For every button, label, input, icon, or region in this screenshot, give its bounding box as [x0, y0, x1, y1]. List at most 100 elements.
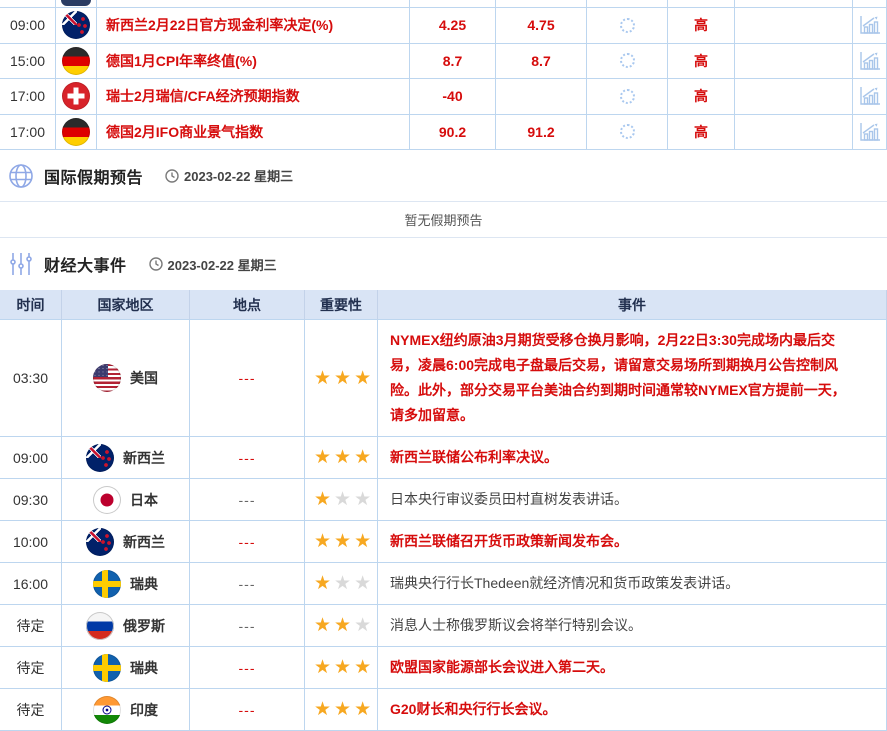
- events-table-header: 时间 国家地区 地点 重要性 事件: [0, 290, 887, 320]
- star-icon: ★: [314, 447, 332, 468]
- event-time: 09:30: [0, 479, 62, 521]
- star-icon: ★: [314, 699, 332, 720]
- events-table: 时间 国家地区 地点 重要性 事件 03:30 美国 --- ★ ★ ★ NYMEX…: [0, 290, 887, 731]
- globe-icon: [8, 163, 34, 189]
- bar-chart-icon: [859, 51, 880, 70]
- event-row: 待定 瑞典 --- ★ ★ ★ 欧盟国家能源部长会议进入第二天。: [0, 647, 887, 689]
- star-icon: ★: [314, 615, 332, 636]
- column-header-location: 地点: [190, 290, 305, 320]
- event-time: 15:00: [0, 43, 56, 79]
- event-time: 17:00: [0, 114, 56, 150]
- country-name: 美国: [130, 370, 158, 386]
- event-description: G20财长和央行行长会议。: [378, 689, 887, 731]
- previous-value: 90.2: [410, 114, 496, 150]
- star-icon: ★: [334, 367, 352, 389]
- event-location: ---: [190, 479, 305, 521]
- previous-value: 4.25: [410, 8, 496, 44]
- star-icon: ★: [334, 447, 352, 468]
- importance-stars: ★ ★ ★: [305, 647, 378, 689]
- country-name: 新西兰: [123, 533, 165, 550]
- clock-icon: [148, 257, 163, 271]
- flag-new-zealand-icon: [86, 443, 114, 472]
- event-description: 新西兰联储召开货币政策新闻发布会。: [378, 521, 887, 563]
- country-name: 瑞典: [130, 575, 158, 592]
- flag-sweden-icon: [93, 653, 121, 682]
- star-icon: ★: [354, 489, 372, 510]
- loading-spinner-icon: [619, 17, 635, 33]
- forecast-value: [496, 79, 587, 115]
- forecast-value: 4.75: [496, 8, 587, 44]
- event-location: ---: [190, 689, 305, 731]
- flag-new-zealand-icon: [86, 527, 114, 556]
- star-icon: ★: [334, 615, 352, 636]
- column-header-event: 事件: [378, 290, 887, 320]
- importance-stars: ★ ★ ★: [305, 521, 378, 563]
- event-description: 欧盟国家能源部长会议进入第二天。: [378, 647, 887, 689]
- star-icon: ★: [354, 367, 372, 389]
- date-chip: 2023-02-22 星期三: [165, 166, 293, 185]
- sliders-icon: [8, 251, 34, 277]
- event-location: ---: [190, 563, 305, 605]
- event-time: 03:30: [0, 320, 62, 437]
- flag-sweden-icon: [93, 569, 121, 598]
- table-row: 09:00 新西兰2月22日官方现金利率决定(%) 4.25 4.75 高: [0, 8, 887, 44]
- event-name-link[interactable]: 德国2月IFO商业景气指数: [106, 123, 264, 140]
- event-description: 消息人士称俄罗斯议会将举行特别会议。: [378, 605, 887, 647]
- importance-stars: ★ ★ ★: [305, 437, 378, 479]
- table-row: 17:00 瑞士2月瑞信/CFA经济预期指数 -40 高: [0, 79, 887, 115]
- table-row: 17:00 德国2月IFO商业景气指数 90.2 91.2 高: [0, 114, 887, 150]
- star-icon: ★: [354, 531, 372, 552]
- event-row: 16:00 瑞典 --- ★ ★ ★ 瑞典央行行长Thedeen就经济情况和货币政策…: [0, 563, 887, 605]
- chart-button[interactable]: [859, 15, 881, 35]
- partial-flag-icon: [61, 0, 91, 6]
- event-name-link[interactable]: 新西兰2月22日官方现金利率决定(%): [106, 17, 334, 34]
- country-name: 印度: [130, 701, 158, 718]
- importance-label: 高: [668, 43, 735, 79]
- event-name-link[interactable]: 瑞士2月瑞信/CFA经济预期指数: [106, 88, 300, 105]
- event-location: ---: [190, 647, 305, 689]
- importance-stars: ★ ★ ★: [305, 320, 378, 437]
- bar-chart-icon: [859, 87, 880, 105]
- table-row-partial: [0, 0, 887, 8]
- country-name: 新西兰: [123, 449, 165, 466]
- star-icon: ★: [334, 699, 352, 720]
- event-time: 17:00: [0, 79, 56, 115]
- star-icon: ★: [314, 657, 332, 678]
- column-header-country: 国家地区: [62, 290, 190, 320]
- event-name-link[interactable]: 德国1月CPI年率终值(%): [106, 52, 257, 69]
- flag-india-icon: [93, 695, 121, 724]
- star-icon: ★: [314, 367, 332, 389]
- economic-data-table: 09:00 新西兰2月22日官方现金利率决定(%) 4.25 4.75 高 15…: [0, 0, 887, 150]
- event-description: 新西兰联储公布利率决议。: [378, 437, 887, 479]
- event-location: ---: [190, 437, 305, 479]
- forecast-value: 91.2: [496, 114, 587, 150]
- chart-button[interactable]: [859, 86, 881, 106]
- holiday-section-header: 国际假期预告 2023-02-22 星期三: [0, 150, 887, 202]
- chart-button[interactable]: [859, 122, 881, 142]
- star-icon: ★: [314, 573, 332, 594]
- importance-stars: ★ ★ ★: [305, 479, 378, 521]
- importance-label: 高: [668, 114, 735, 150]
- importance-label: 高: [668, 79, 735, 115]
- star-icon: ★: [354, 615, 372, 636]
- event-time: 10:00: [0, 521, 62, 563]
- star-icon: ★: [334, 531, 352, 552]
- forecast-value: 8.7: [496, 43, 587, 79]
- event-time: 16:00: [0, 563, 62, 605]
- flag-russia-icon: [86, 611, 114, 640]
- event-row: 09:30 日本 --- ★ ★ ★ 日本央行审议委员田村直树发表讲话。: [0, 479, 887, 521]
- chart-button[interactable]: [859, 51, 881, 71]
- star-icon: ★: [354, 447, 372, 468]
- holiday-empty-message: 暂无假期预告: [0, 202, 887, 238]
- loading-spinner-icon: [619, 124, 635, 140]
- flag-japan-icon: [93, 485, 121, 514]
- date-chip: 2023-02-22 星期三: [148, 255, 277, 274]
- section-date: 2023-02-22 星期三: [167, 257, 277, 273]
- event-description: 日本央行审议委员田村直树发表讲话。: [378, 479, 887, 521]
- star-icon: ★: [314, 531, 332, 552]
- country-name: 俄罗斯: [123, 617, 165, 634]
- column-header-time: 时间: [0, 290, 62, 320]
- star-icon: ★: [354, 699, 372, 720]
- importance-stars: ★ ★ ★: [305, 689, 378, 731]
